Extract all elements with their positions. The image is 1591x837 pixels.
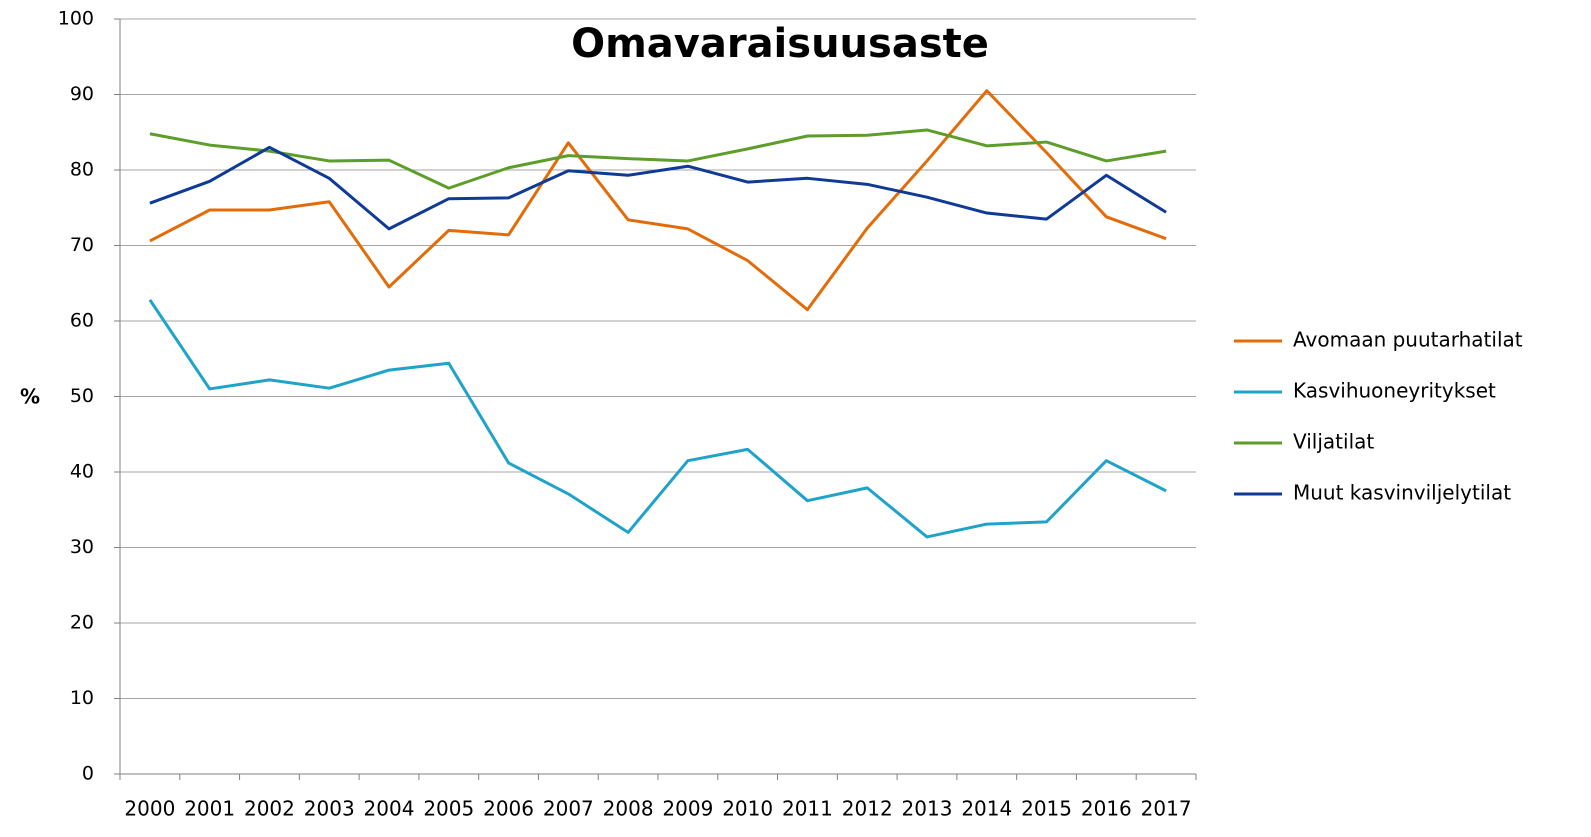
- x-tick-label: 2007: [543, 797, 594, 821]
- line-series: [148, 299, 1167, 539]
- x-tick-label: 2015: [1021, 797, 1072, 821]
- x-tick-label: 2005: [423, 797, 474, 821]
- y-tick-label: 40: [70, 461, 94, 483]
- x-tick-label: 2017: [1141, 797, 1192, 821]
- x-tick-label: 2014: [961, 797, 1012, 821]
- line-series: [149, 89, 1167, 312]
- x-tick-label: 2012: [842, 797, 893, 821]
- y-axis-label: %: [20, 385, 40, 409]
- y-tick-label: 70: [70, 234, 94, 256]
- x-tick-label: 2011: [782, 797, 833, 821]
- x-tick-label: 2004: [364, 797, 415, 821]
- chart-title: Omavaraisuusaste: [571, 21, 989, 67]
- line-series: [149, 145, 1167, 231]
- y-tick-label: 50: [70, 385, 94, 407]
- x-tick-label: 2001: [184, 797, 235, 821]
- y-tick-label: 10: [70, 687, 94, 709]
- x-tick-label: 2009: [662, 797, 713, 821]
- legend-label: Viljatilat: [1293, 430, 1374, 454]
- y-tick-label: 0: [82, 763, 94, 785]
- legend-label: Muut kasvinviljelytilat: [1293, 481, 1511, 505]
- y-tick-label: 90: [70, 83, 94, 105]
- y-tick-label: 30: [70, 536, 94, 558]
- y-tick-label: 80: [70, 159, 94, 181]
- x-tick-label: 2016: [1081, 797, 1132, 821]
- x-tick-label: 2003: [304, 797, 355, 821]
- line-series: [149, 128, 1167, 190]
- legend-label: Avomaan puutarhatilat: [1293, 328, 1523, 352]
- y-tick-label: 20: [70, 612, 94, 634]
- x-tick-label: 2000: [124, 797, 175, 821]
- x-tick-label: 2002: [244, 797, 295, 821]
- y-tick-label: 100: [58, 8, 94, 30]
- y-tick-label: 60: [70, 310, 94, 332]
- x-tick-label: 2010: [722, 797, 773, 821]
- x-tick-label: 2006: [483, 797, 534, 821]
- x-tick-label: 2008: [603, 797, 654, 821]
- legend-label: Kasvihuoneyritykset: [1293, 379, 1496, 403]
- x-tick-label: 2013: [902, 797, 953, 821]
